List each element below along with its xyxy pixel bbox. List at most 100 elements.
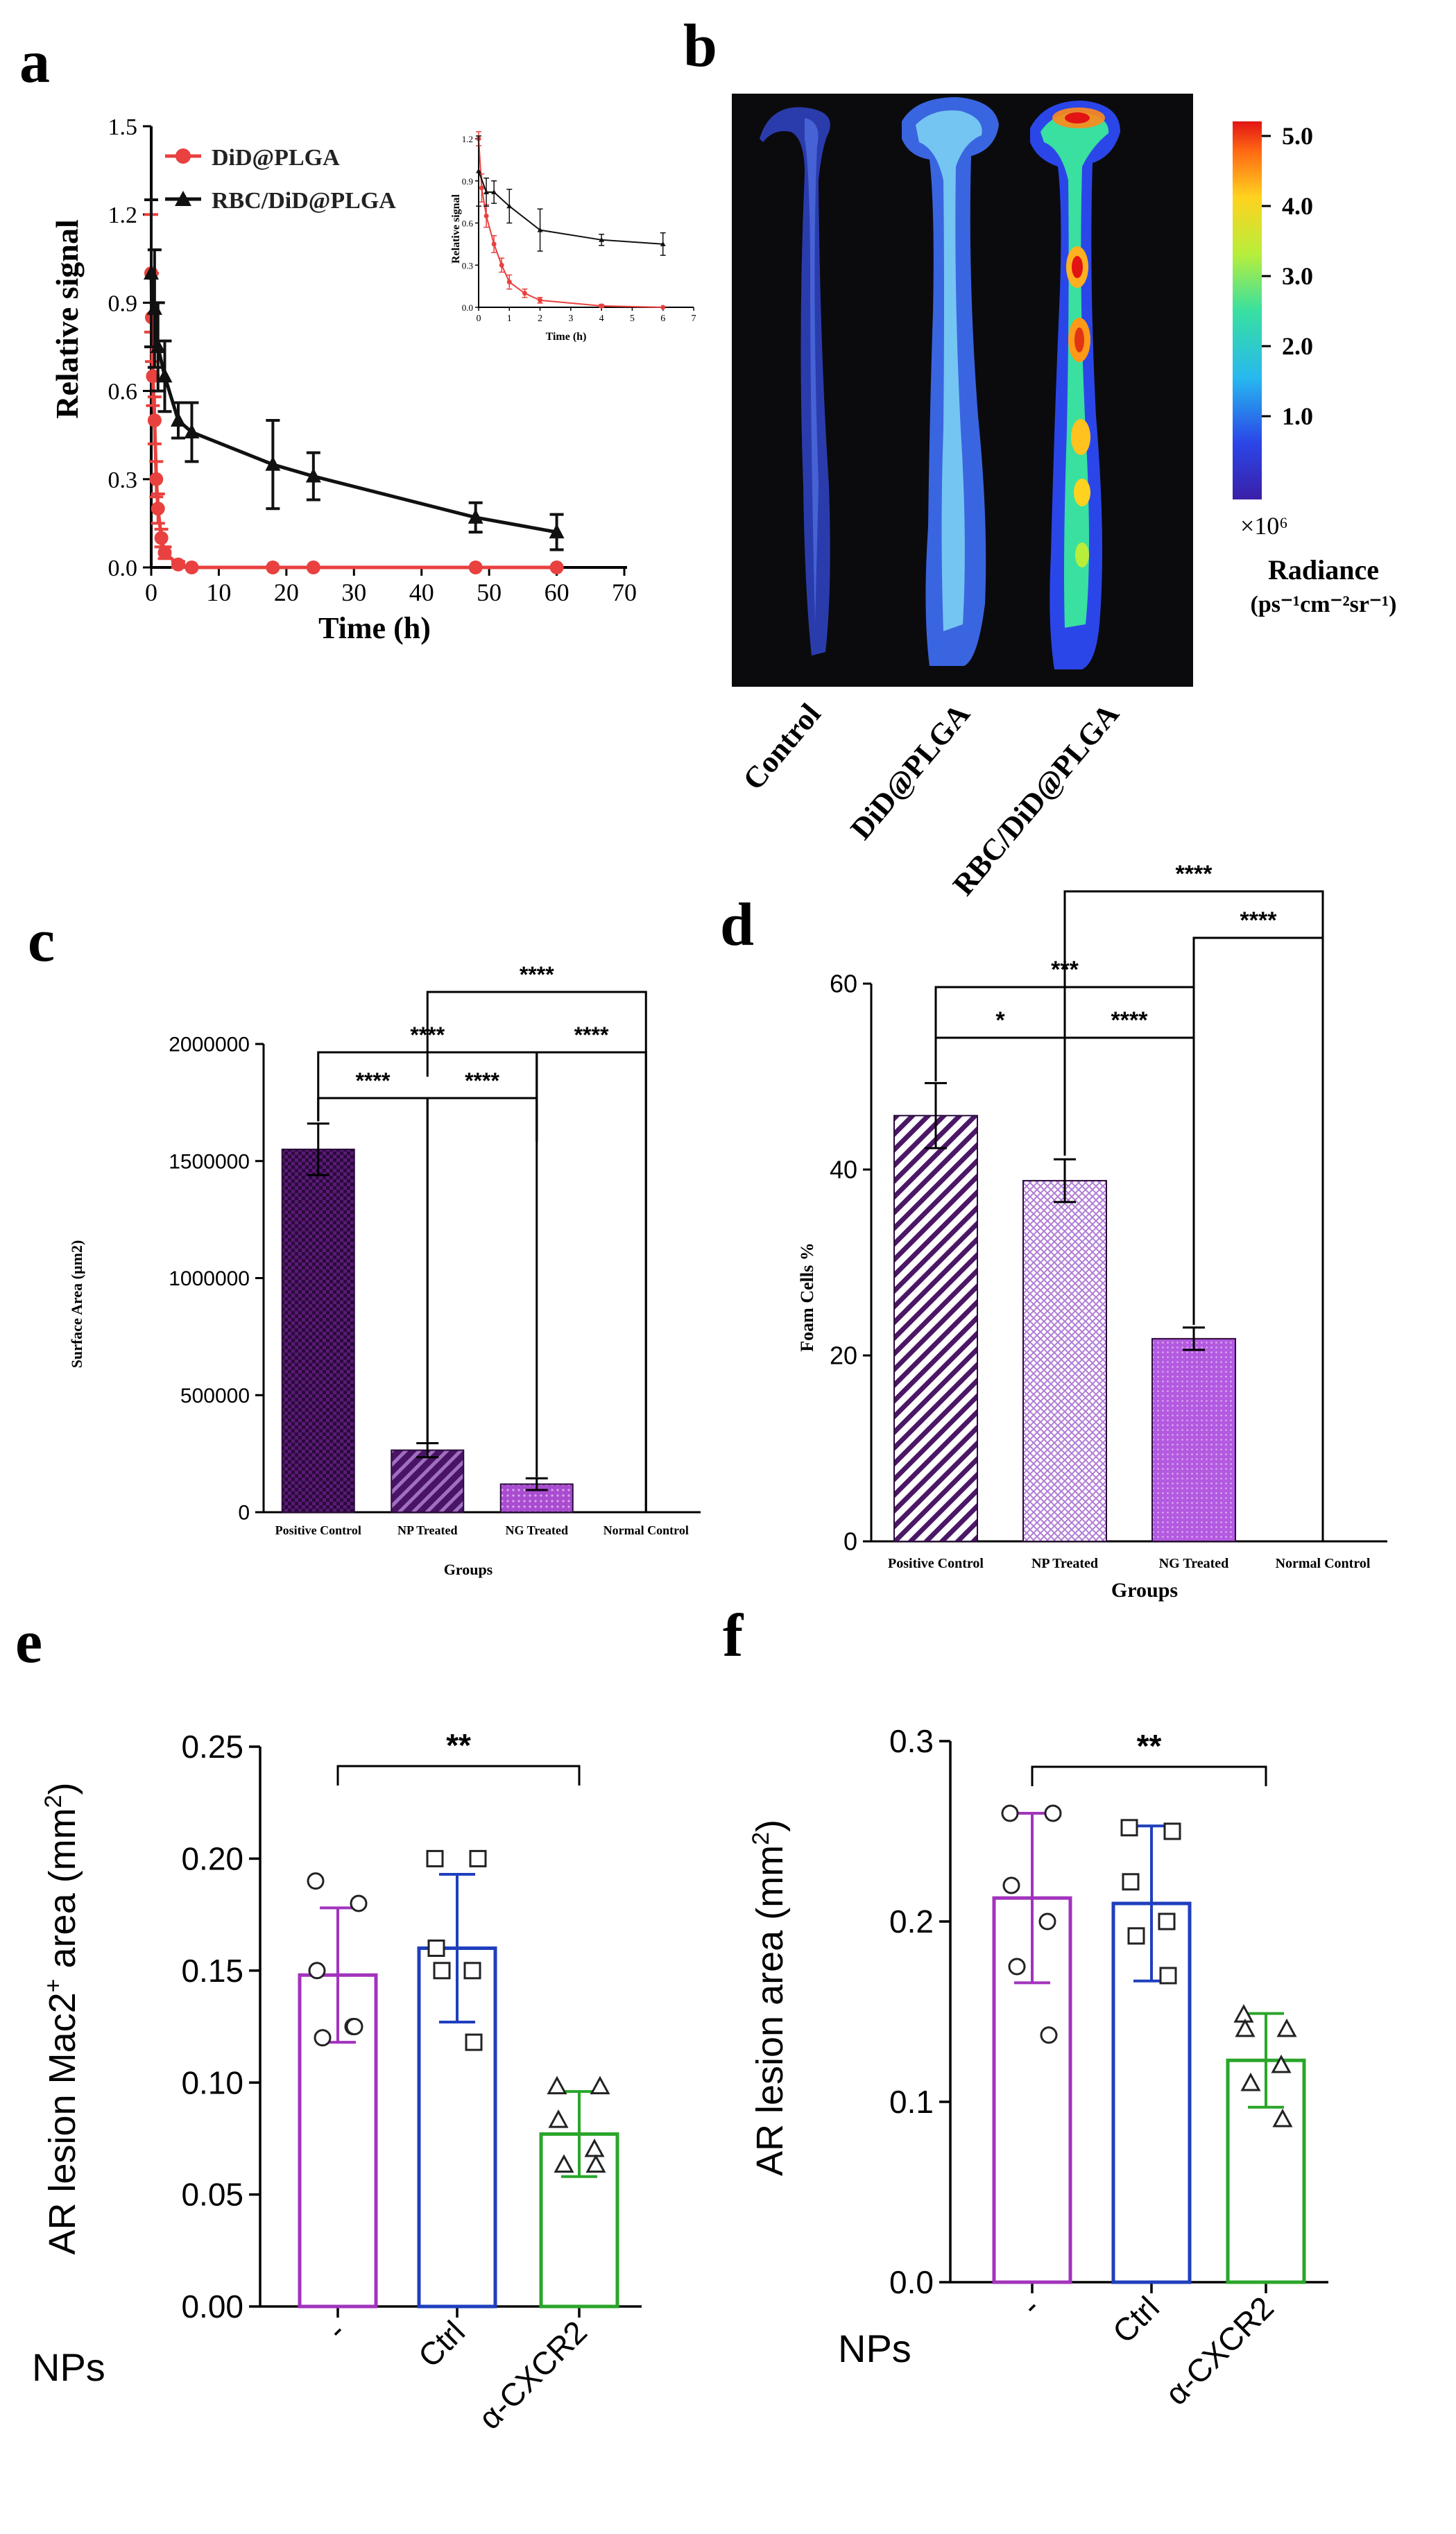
a-inset-x-label: Time (h)	[546, 331, 587, 343]
e-point-triangle	[547, 2075, 567, 2095]
chart-e: 0.000.050.100.150.200.25- Ctrl α-CXCR2 ** …	[32, 1727, 642, 2436]
a-y-tick-label: 0.0	[108, 556, 138, 581]
f-point-circle	[1038, 1912, 1056, 1931]
b-hotspot-2	[1065, 112, 1090, 123]
b-colorbar	[1233, 121, 1262, 499]
e-category-label: Ctrl	[411, 2313, 472, 2374]
f-point-square	[1127, 1927, 1145, 1945]
a-inset-point-rbc	[491, 189, 497, 194]
c-y-tick-label: 1500000	[169, 1150, 250, 1173]
b-hotspot-4	[1072, 256, 1083, 278]
a-point-did	[171, 557, 185, 572]
e-y-tick-label: 0.20	[181, 1841, 243, 1877]
b-colorbar-ticks	[1262, 135, 1271, 418]
a-point-did	[146, 369, 160, 384]
panel-label-c: c	[28, 907, 55, 975]
e-y-tick-label: 0.05	[181, 2177, 243, 2213]
a-inset-point-rbc	[483, 189, 490, 194]
a-inset-point-rbc	[537, 227, 543, 232]
f-y-tick-label: 0.2	[889, 1903, 934, 1940]
a-inset-y-tick-label: 0.9	[462, 176, 473, 187]
e-y-tick-label: 0.25	[181, 1729, 243, 1765]
a-point-did	[147, 413, 162, 427]
a-inset-x-tick-label: 1	[507, 314, 512, 324]
a-series-line-did	[149, 273, 557, 570]
a-inset-point-did	[506, 280, 512, 285]
f-x-axis-label: NPs	[838, 2327, 911, 2370]
b-hotspot-6	[1074, 327, 1084, 352]
e-point-circle	[314, 2029, 332, 2047]
a-inset-point-did	[660, 305, 666, 310]
a-inset-x-tick-label: 5	[630, 314, 635, 324]
f-y-tick-label: 0.1	[889, 2084, 934, 2120]
a-inset-y-tick-label: 0.0	[462, 302, 473, 313]
c-category-label: Positive Control	[275, 1523, 361, 1537]
a-point-rbc	[468, 508, 483, 524]
e-point-circle	[345, 2018, 363, 2035]
c-x-axis-label: Groups	[444, 1561, 493, 1578]
e-point-square	[463, 1962, 481, 1980]
e-point-square	[426, 1849, 444, 1867]
e-category-label: -	[319, 2313, 352, 2347]
b-sample-label-rbc: RBC/DiD@PLGA	[946, 697, 1126, 902]
a-inset-x-tick-label: 0	[477, 314, 481, 324]
d-category-label: NG Treated	[1159, 1556, 1229, 1571]
d-bar	[1022, 1180, 1107, 1542]
a-inset-point-rbc	[599, 237, 605, 242]
c-category-label: Normal Control	[603, 1523, 689, 1537]
f-point-triangle	[1235, 2018, 1256, 2037]
f-point-circle	[1044, 1804, 1062, 1822]
d-x-axis-label: Groups	[1111, 1579, 1178, 1602]
c-significance-bracket	[426, 991, 647, 1512]
a-point-did	[306, 560, 320, 574]
chart-d: 0 20 40 60 Positive Control NP Treated NG Trea…	[797, 861, 1387, 1602]
a-x-tick-label: 0	[145, 579, 157, 606]
a-point-did	[151, 502, 165, 516]
b-hotspot-8	[1074, 479, 1090, 506]
a-inset-point-rbc	[660, 241, 666, 246]
e-point-triangle	[548, 2109, 569, 2128]
c-bar	[391, 1449, 465, 1513]
e-point-square	[427, 1940, 445, 1958]
a-inset-y-tick-label: 0.3	[462, 260, 473, 271]
f-point-square	[1159, 1967, 1177, 1985]
b-colorbar-tick-3: 3.0	[1282, 262, 1313, 290]
b-strip-control-glow	[805, 118, 819, 624]
e-point-square	[465, 2033, 483, 2051]
d-category-label: Normal Control	[1276, 1556, 1371, 1571]
f-significance-label: **	[1137, 1728, 1162, 1764]
e-y-tick-label: 0.10	[181, 2064, 243, 2100]
a-point-rbc	[549, 524, 565, 539]
f-point-square	[1122, 1873, 1140, 1891]
a-point-rbc	[305, 468, 321, 483]
a-inset-x-tick-label: 6	[660, 314, 665, 324]
f-y-tick-label: 0.3	[889, 1723, 934, 1759]
c-significance-label: ****	[356, 1068, 391, 1093]
e-point-triangle	[554, 2154, 574, 2173]
a-x-tick-label: 10	[206, 579, 231, 606]
f-point-square	[1163, 1822, 1181, 1840]
b-sample-label-did: DiD@PLGA	[844, 697, 977, 846]
d-significance-label: *	[995, 1007, 1005, 1034]
a-inset-point-rbc	[506, 203, 513, 209]
a-y-tick-label: 1.2	[108, 203, 138, 228]
a-y-tick-label: 1.5	[108, 114, 138, 140]
e-point-circle	[350, 1894, 368, 1912]
f-point-circle	[1040, 2026, 1058, 2044]
b-colorbar-units: (ps⁻¹cm⁻²sr⁻¹)	[1251, 592, 1397, 617]
e-point-triangle	[585, 2154, 606, 2173]
c-y-tick-label: 2000000	[169, 1034, 250, 1056]
d-significance-bracket	[1063, 890, 1324, 1541]
a-series-line-rbc	[149, 273, 558, 534]
a-y-tick-label: 0.3	[108, 468, 138, 493]
a-y-axis-label: Relative signal	[49, 219, 85, 418]
f-point-circle	[1001, 1804, 1019, 1822]
d-category-label: NP Treated	[1031, 1556, 1098, 1571]
a-inset-point-did	[538, 298, 543, 303]
c-significance-label: ****	[465, 1068, 499, 1093]
a-y-tick-label: 0.9	[108, 291, 138, 316]
a-inset-x-tick-label: 4	[599, 314, 604, 324]
a-point-did	[149, 472, 164, 486]
a-inset-point-did	[522, 291, 527, 296]
